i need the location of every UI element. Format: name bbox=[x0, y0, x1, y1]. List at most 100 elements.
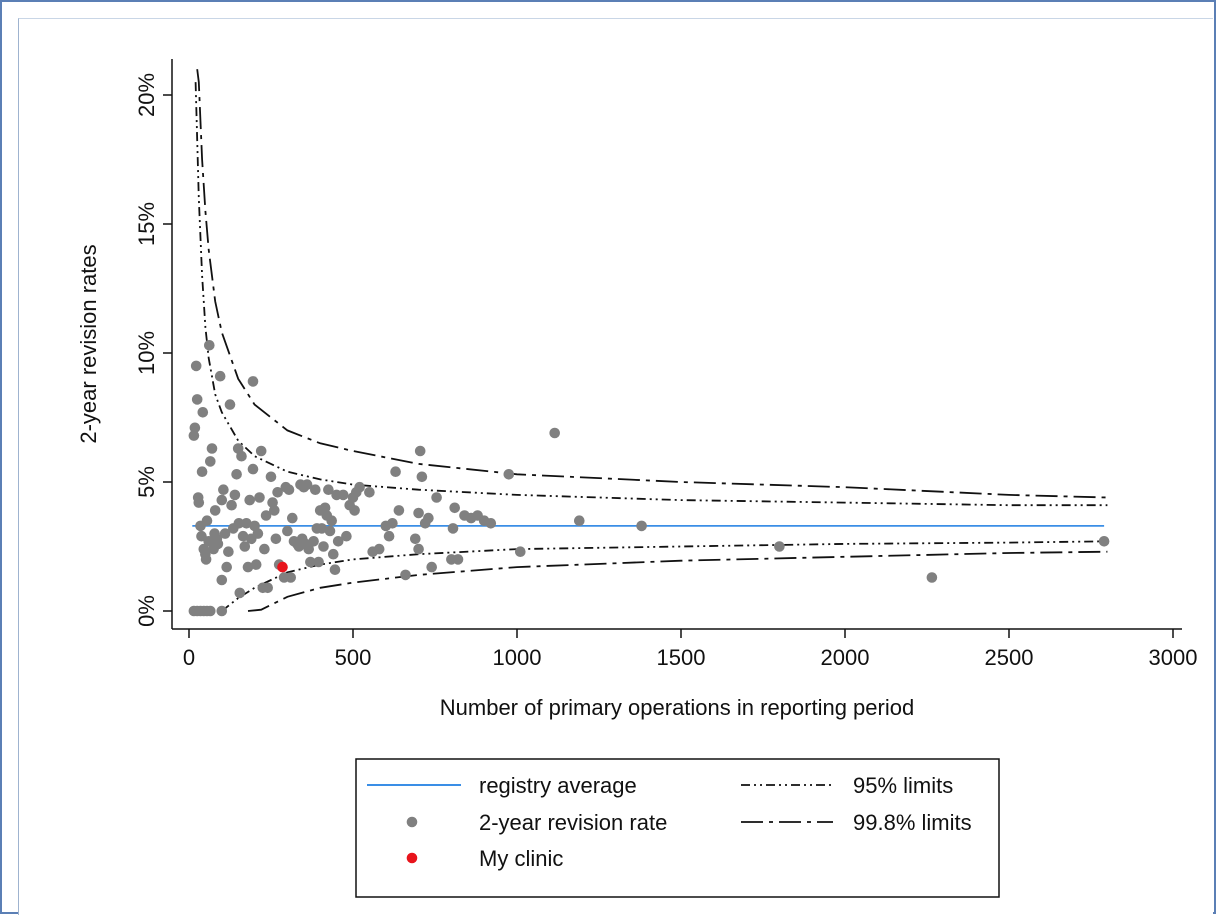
revision-rate-point bbox=[390, 466, 401, 478]
legend-box bbox=[355, 758, 1000, 898]
revision-rate-point bbox=[244, 494, 255, 506]
revision-rate-point bbox=[285, 572, 297, 583]
revision-rate-point bbox=[200, 554, 212, 565]
revision-rate-point bbox=[197, 407, 209, 418]
revision-rate-point bbox=[270, 533, 282, 545]
legend-item-1-label: 2-year revision rate bbox=[479, 810, 667, 835]
99-8-limit-upper-line bbox=[196, 69, 1108, 499]
revision-rate-point bbox=[313, 556, 324, 568]
revision-rate-point bbox=[255, 445, 267, 457]
revision-rate-point bbox=[452, 554, 464, 565]
revision-rate-point bbox=[231, 469, 242, 480]
y-tick-label: 0% bbox=[134, 595, 159, 627]
y-tick-label: 5% bbox=[134, 466, 159, 498]
revision-rate-point bbox=[223, 546, 234, 557]
revision-rate-point bbox=[303, 543, 315, 555]
revision-rate-point bbox=[282, 525, 293, 537]
data-points bbox=[188, 340, 1110, 617]
y-tick-label: 15% bbox=[134, 202, 159, 246]
revision-rate-point bbox=[224, 399, 236, 410]
revision-rate-point bbox=[324, 525, 336, 537]
revision-rate-point bbox=[196, 466, 208, 478]
revision-rate-point bbox=[191, 394, 203, 405]
revision-rate-point bbox=[252, 528, 264, 539]
revision-rate-point bbox=[203, 536, 214, 547]
revision-rate-point bbox=[237, 530, 249, 542]
revision-rate-point bbox=[236, 450, 247, 462]
revision-rate-point bbox=[485, 518, 497, 529]
revision-rate-point bbox=[431, 492, 442, 503]
legend-item-3-label: 95% limits bbox=[853, 773, 953, 798]
revision-rate-point bbox=[229, 489, 241, 501]
revision-rate-point bbox=[574, 515, 585, 526]
revision-rate-point bbox=[219, 528, 231, 539]
x-tick-label: 2500 bbox=[985, 645, 1034, 670]
x-tick-label: 1500 bbox=[657, 645, 706, 670]
95-limit-lower-line bbox=[221, 540, 1108, 612]
y-axis-title: 2-year revision rates bbox=[76, 244, 101, 443]
revision-rate-point bbox=[387, 518, 398, 529]
legend: registry average 2-year revision rate My c… bbox=[355, 758, 1000, 898]
revision-rate-point bbox=[383, 530, 395, 542]
figure-panel: 0 500 1000 1500 2000 2500 3000 0% 5% 10% 15% 20% 2-… bbox=[18, 18, 1213, 915]
revision-rate-point bbox=[393, 505, 405, 516]
revision-rate-point bbox=[283, 484, 295, 496]
revision-rate-point bbox=[926, 572, 938, 583]
y-tick-label: 20% bbox=[134, 73, 159, 117]
revision-rate-point bbox=[272, 487, 283, 498]
revision-rate-point bbox=[265, 471, 277, 483]
y-tick-label: 10% bbox=[134, 331, 159, 375]
revision-rate-point bbox=[305, 556, 316, 568]
axes: 0 500 1000 1500 2000 2500 3000 0% 5% 10% 15% 20% bbox=[134, 59, 1197, 670]
funnel-plot: 0 500 1000 1500 2000 2500 3000 0% 5% 10% 15% 20% 2-… bbox=[76, 59, 1197, 898]
revision-rate-point bbox=[209, 505, 221, 516]
revision-rate-point bbox=[341, 530, 352, 542]
revision-rate-point bbox=[332, 536, 344, 547]
revision-rate-point bbox=[259, 543, 270, 555]
revision-rate-point bbox=[262, 582, 273, 594]
revision-rate-point bbox=[247, 376, 259, 387]
revision-rate-point bbox=[449, 502, 461, 514]
revision-rate-point bbox=[310, 484, 321, 496]
revision-rate-point bbox=[241, 518, 252, 529]
revision-rate-point bbox=[221, 561, 232, 573]
revision-rate-point bbox=[416, 471, 428, 483]
revision-rate-point bbox=[636, 520, 647, 532]
x-tick-label: 500 bbox=[335, 645, 372, 670]
revision-rate-point bbox=[188, 430, 200, 441]
revision-rate-point bbox=[503, 469, 515, 480]
x-tick-label: 3000 bbox=[1149, 645, 1198, 670]
revision-rate-point bbox=[1098, 536, 1110, 547]
95-limit-upper-line bbox=[194, 82, 1108, 507]
revision-rate-point bbox=[413, 507, 424, 519]
revision-rate-point bbox=[205, 605, 216, 617]
revision-rate-point bbox=[328, 548, 339, 560]
revision-rate-point bbox=[234, 587, 246, 599]
legend-item-2-swatch bbox=[406, 852, 418, 864]
revision-rate-point bbox=[549, 427, 560, 439]
revision-rate-point bbox=[373, 543, 385, 555]
x-axis-title: Number of primary operations in reportin… bbox=[440, 695, 914, 720]
revision-rate-point bbox=[190, 360, 202, 372]
revision-rate-point bbox=[216, 494, 228, 506]
revision-rate-point bbox=[254, 492, 265, 503]
revision-rate-point bbox=[423, 512, 434, 524]
revision-rate-point bbox=[364, 487, 375, 498]
revision-rate-point bbox=[239, 541, 251, 552]
revision-rate-point bbox=[515, 546, 526, 557]
revision-rate-point bbox=[308, 536, 319, 547]
revision-rate-point bbox=[216, 605, 228, 617]
revision-rate-point bbox=[226, 499, 237, 511]
revision-rate-point bbox=[189, 422, 201, 434]
revision-rate-point bbox=[318, 541, 329, 552]
revision-rate-point bbox=[216, 574, 228, 586]
revision-rate-point bbox=[326, 515, 338, 526]
revision-rate-point bbox=[206, 443, 218, 454]
revision-rate-point bbox=[233, 518, 245, 529]
revision-rate-point bbox=[447, 523, 459, 534]
revision-rate-point bbox=[287, 512, 298, 524]
x-tick-label: 0 bbox=[183, 645, 195, 670]
revision-rate-point bbox=[205, 456, 216, 467]
revision-rate-point bbox=[214, 370, 226, 382]
